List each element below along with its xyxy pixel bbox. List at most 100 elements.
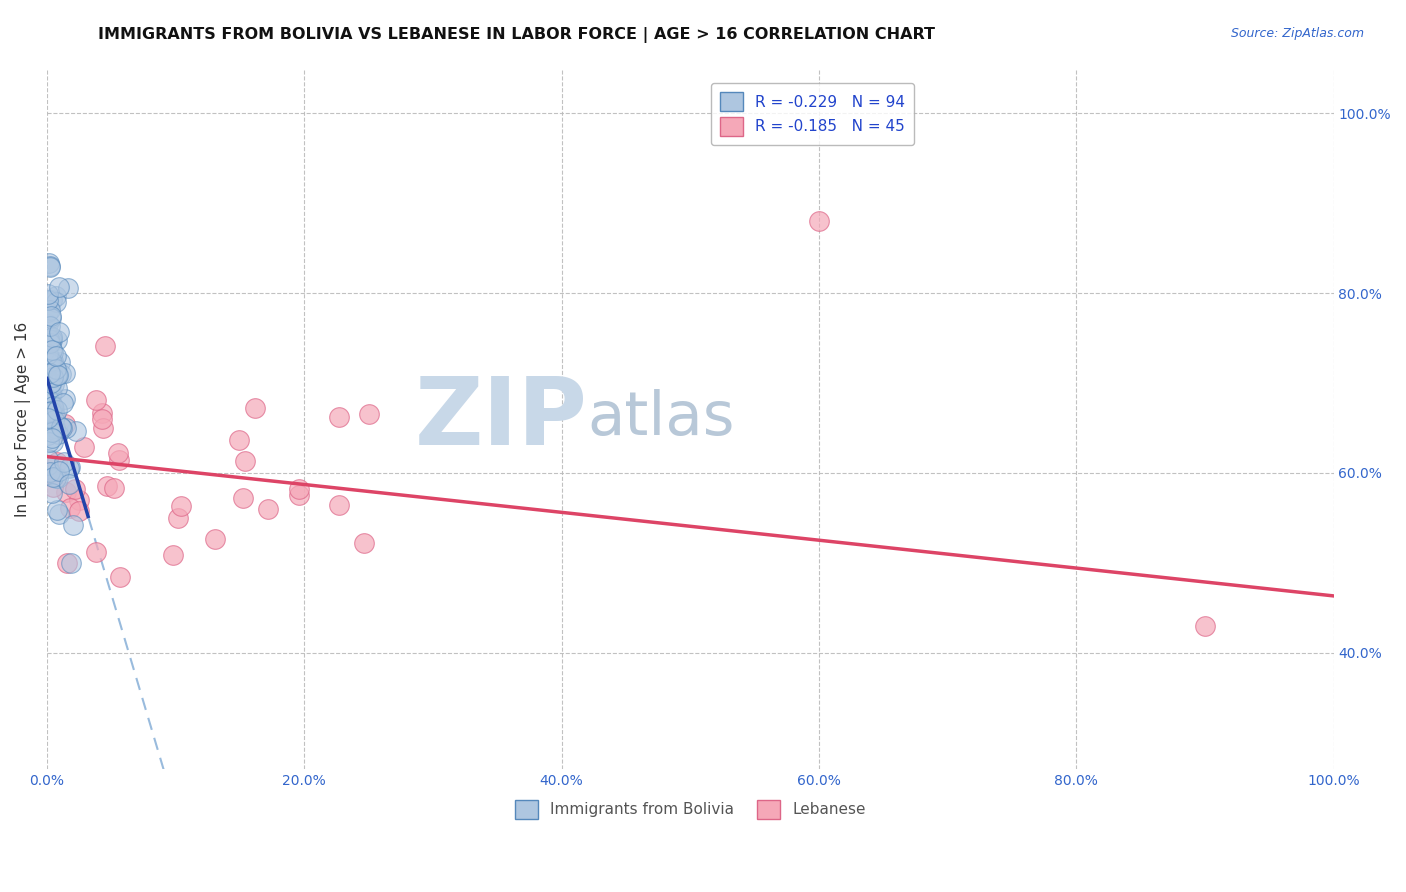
Point	[45, 455, 67, 469]
Point	[59, 460, 82, 475]
Point	[39, 310, 62, 325]
Point	[45, 471, 67, 485]
Point	[62, 517, 84, 532]
Point	[42, 377, 65, 392]
Point	[41, 387, 63, 401]
Point	[38, 335, 60, 350]
Point	[39, 259, 62, 273]
Point	[63, 482, 86, 496]
Legend: Immigrants from Bolivia, Lebanese: Immigrants from Bolivia, Lebanese	[509, 794, 872, 825]
Point	[38, 255, 60, 269]
Point	[46, 368, 69, 382]
Point	[39, 353, 62, 368]
Point	[328, 410, 350, 425]
Point	[41, 470, 63, 484]
Point	[108, 570, 131, 584]
Point	[41, 345, 63, 359]
Point	[328, 498, 350, 512]
Point	[45, 333, 67, 347]
Point	[45, 362, 67, 376]
Point	[59, 501, 82, 516]
Point	[59, 556, 82, 570]
Point	[204, 532, 226, 546]
Point	[41, 293, 63, 308]
Point	[41, 403, 63, 417]
Text: ZIP: ZIP	[415, 373, 588, 465]
Y-axis label: In Labor Force | Age > 16: In Labor Force | Age > 16	[15, 321, 31, 516]
Point	[39, 422, 62, 436]
Point	[41, 343, 63, 357]
Point	[232, 491, 254, 506]
Text: Source: ZipAtlas.com: Source: ZipAtlas.com	[1230, 27, 1364, 40]
Point	[37, 411, 59, 425]
Point	[67, 503, 90, 517]
Point	[41, 355, 63, 369]
Point	[46, 403, 69, 417]
Point	[288, 483, 311, 497]
Point	[51, 421, 73, 435]
Point	[38, 366, 60, 380]
Point	[41, 376, 63, 391]
Point	[48, 279, 70, 293]
Point	[38, 392, 60, 407]
Point	[53, 367, 76, 381]
Point	[45, 349, 67, 363]
Point	[51, 420, 73, 434]
Point	[39, 260, 62, 275]
Point	[42, 413, 65, 427]
Point	[46, 471, 69, 485]
Point	[46, 427, 69, 442]
Point	[56, 281, 79, 295]
Point	[39, 335, 62, 350]
Point	[39, 310, 62, 324]
Point	[38, 367, 60, 381]
Point	[48, 465, 70, 479]
Point	[39, 376, 62, 390]
Point	[93, 421, 115, 435]
Point	[38, 435, 60, 450]
Point	[39, 302, 62, 317]
Point	[55, 392, 77, 406]
Point	[45, 503, 67, 517]
Point	[38, 332, 60, 346]
Point	[58, 477, 80, 491]
Point	[41, 330, 63, 344]
Point	[38, 418, 60, 433]
Point	[42, 353, 65, 368]
Point	[48, 507, 70, 521]
Point	[44, 421, 66, 435]
Point	[41, 486, 63, 500]
Point	[58, 460, 80, 475]
Point	[288, 488, 311, 502]
Point	[37, 347, 59, 361]
Point	[37, 428, 59, 442]
Point	[42, 401, 65, 416]
Point	[41, 331, 63, 345]
Point	[65, 425, 87, 439]
Point	[107, 445, 129, 459]
Point	[170, 499, 193, 513]
Point	[42, 401, 65, 415]
Point	[55, 421, 77, 435]
Point	[46, 424, 69, 438]
Point	[44, 295, 66, 310]
Point	[41, 431, 63, 445]
Point	[49, 367, 72, 381]
Point	[39, 387, 62, 401]
Point	[90, 412, 112, 426]
Point	[52, 455, 75, 469]
Point	[103, 481, 125, 495]
Point	[37, 452, 59, 467]
Point	[52, 396, 75, 410]
Point	[45, 470, 67, 484]
Point	[807, 214, 830, 228]
Point	[48, 355, 70, 369]
Point	[41, 363, 63, 377]
Point	[162, 548, 184, 562]
Point	[56, 556, 79, 570]
Point	[42, 480, 65, 494]
Point	[37, 372, 59, 386]
Point	[48, 325, 70, 339]
Point	[107, 453, 129, 467]
Point	[257, 501, 280, 516]
